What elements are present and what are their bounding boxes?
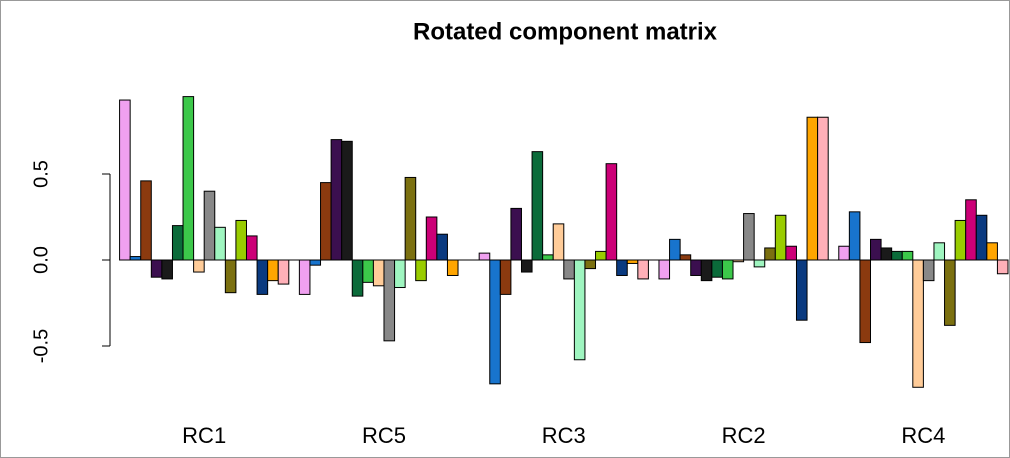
bar — [489, 259, 501, 385]
bar — [171, 225, 184, 261]
bar — [320, 182, 332, 261]
y-tick-label: 0.0 — [30, 246, 52, 274]
bar — [965, 199, 977, 261]
bar — [764, 247, 776, 261]
bar — [690, 259, 702, 276]
chart-title: Rotated component matrix — [413, 18, 718, 45]
bar — [658, 259, 671, 280]
bar — [922, 259, 935, 282]
bar — [795, 259, 808, 321]
bar — [880, 247, 893, 261]
bar — [214, 226, 226, 261]
bar — [256, 259, 269, 295]
bar — [848, 211, 861, 261]
bar — [774, 214, 787, 261]
bar — [605, 163, 618, 261]
bar — [372, 259, 385, 287]
bar — [129, 256, 142, 261]
x-tick-label: RC1 — [182, 423, 226, 448]
bar — [224, 259, 237, 294]
bar — [383, 259, 396, 342]
bar — [510, 207, 522, 261]
y-tick-label: -0.5 — [30, 329, 52, 363]
bar — [563, 259, 575, 280]
bar — [394, 259, 406, 289]
bar — [573, 259, 586, 361]
bar — [298, 259, 311, 295]
bar — [996, 259, 1009, 275]
bar — [870, 238, 882, 261]
x-tick-label: RC4 — [901, 423, 945, 448]
bar — [986, 242, 998, 261]
bar — [669, 238, 681, 261]
bar — [415, 259, 427, 282]
bar — [520, 259, 533, 273]
bar — [806, 116, 819, 261]
bar — [245, 235, 258, 261]
bar — [595, 250, 607, 261]
bar — [309, 259, 322, 266]
bar — [732, 259, 745, 263]
bar — [150, 259, 163, 278]
y-tick-label: 0.5 — [30, 160, 52, 188]
bar — [954, 219, 967, 261]
x-tick-label: RC2 — [722, 423, 766, 448]
bar — [203, 190, 216, 261]
bar — [743, 213, 755, 261]
bar — [330, 139, 343, 261]
bar — [901, 250, 914, 261]
bar — [626, 259, 639, 264]
bar — [584, 259, 597, 270]
bar — [235, 219, 247, 261]
bar — [944, 259, 956, 326]
bar — [838, 245, 850, 261]
bar — [711, 259, 723, 278]
bar — [161, 259, 173, 280]
bar — [721, 259, 734, 280]
bar — [404, 176, 417, 261]
bar — [933, 242, 946, 261]
bar — [182, 96, 195, 261]
bar — [277, 259, 290, 285]
bar — [542, 254, 554, 261]
bar — [531, 151, 544, 261]
bar — [362, 259, 374, 283]
bar — [341, 140, 353, 261]
bar — [817, 116, 829, 261]
bar — [140, 180, 152, 261]
bar — [975, 214, 988, 261]
bar — [425, 216, 438, 261]
bar — [616, 259, 628, 276]
x-tick-label: RC3 — [542, 423, 586, 448]
bar — [891, 250, 903, 261]
bar — [552, 223, 565, 261]
bar — [267, 259, 279, 282]
bar — [859, 259, 872, 344]
bar — [912, 259, 924, 388]
x-tick-label: RC5 — [362, 423, 406, 448]
bar — [637, 259, 649, 280]
bar — [193, 259, 205, 273]
bar — [119, 99, 131, 261]
bar — [499, 259, 512, 295]
bar — [446, 259, 459, 276]
bar — [679, 254, 692, 261]
bar — [351, 259, 364, 297]
bar — [753, 259, 766, 268]
bar — [478, 252, 491, 261]
bar — [785, 245, 797, 261]
bar — [436, 233, 448, 261]
bar — [700, 259, 713, 282]
